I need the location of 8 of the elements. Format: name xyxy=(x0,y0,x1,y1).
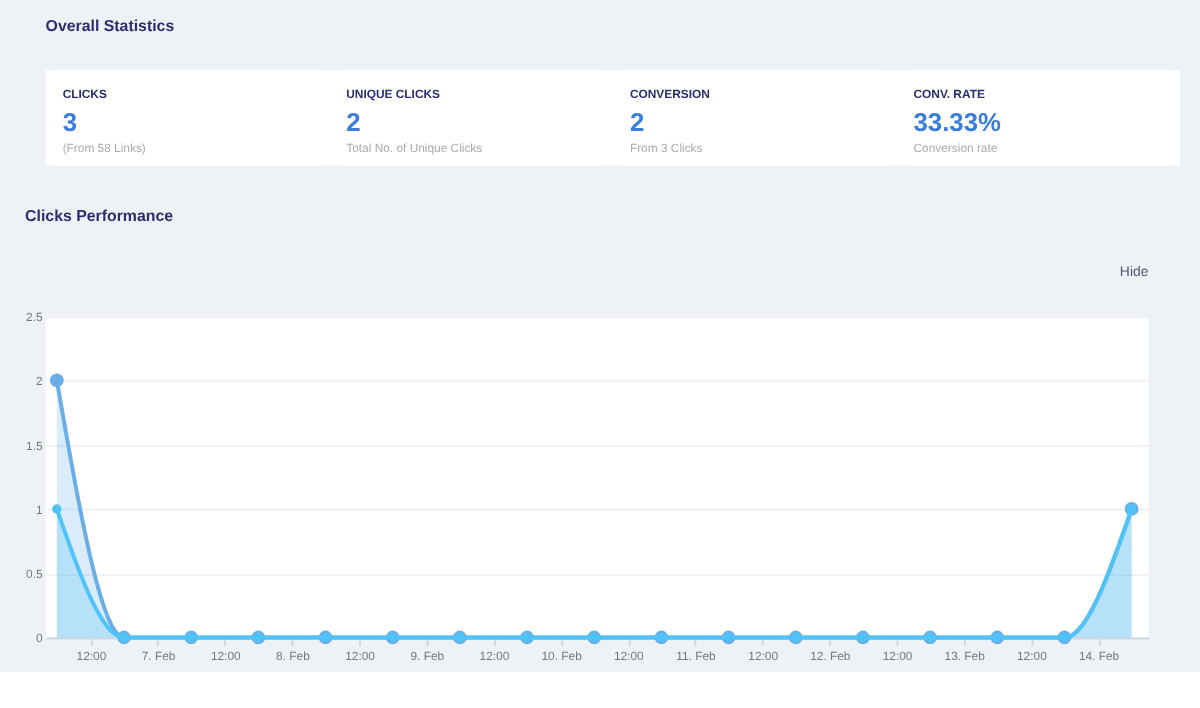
text: 33.33% xyxy=(913,106,1002,137)
point xyxy=(52,504,62,514)
text: 3 xyxy=(62,106,77,137)
point xyxy=(49,373,64,388)
text: 2 xyxy=(629,106,645,137)
text: Overall Statistics xyxy=(45,16,176,35)
chart-title: Clicks Performance xyxy=(25,206,175,225)
text: 2 xyxy=(346,106,361,137)
